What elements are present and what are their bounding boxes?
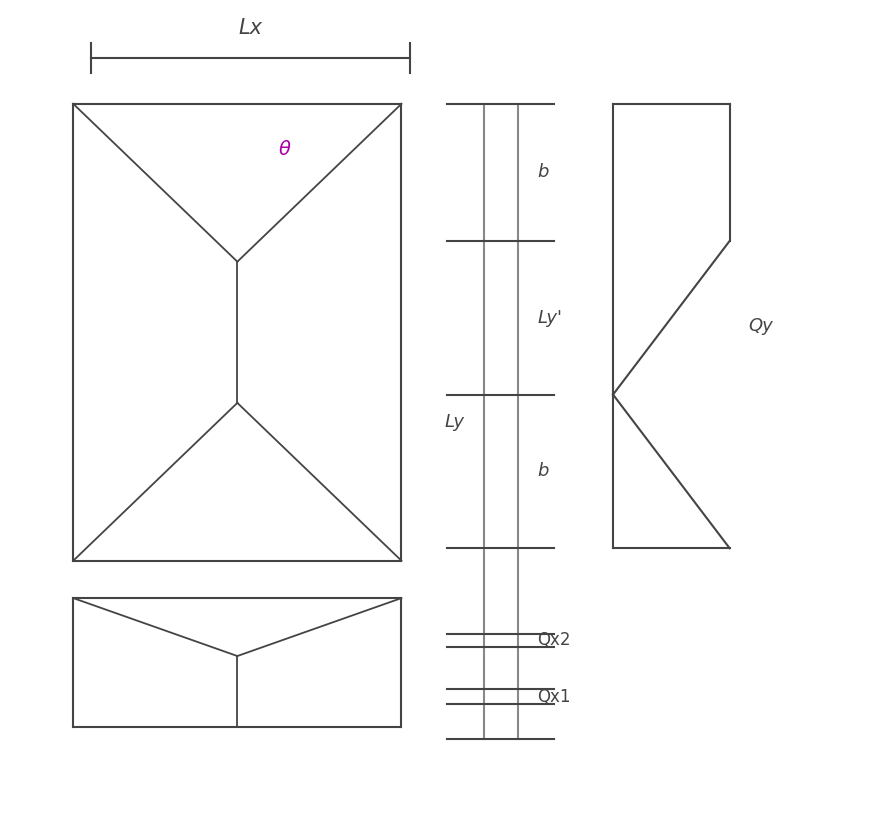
Text: Lx: Lx <box>238 18 262 39</box>
Text: Qy: Qy <box>749 317 773 335</box>
Text: Qx1: Qx1 <box>537 687 570 706</box>
Text: Ly': Ly' <box>537 309 562 326</box>
Text: b: b <box>537 164 548 181</box>
Text: Qx2: Qx2 <box>537 632 570 649</box>
Text: Ly: Ly <box>445 413 465 430</box>
Text: θ: θ <box>279 140 290 159</box>
Text: b: b <box>537 462 548 481</box>
